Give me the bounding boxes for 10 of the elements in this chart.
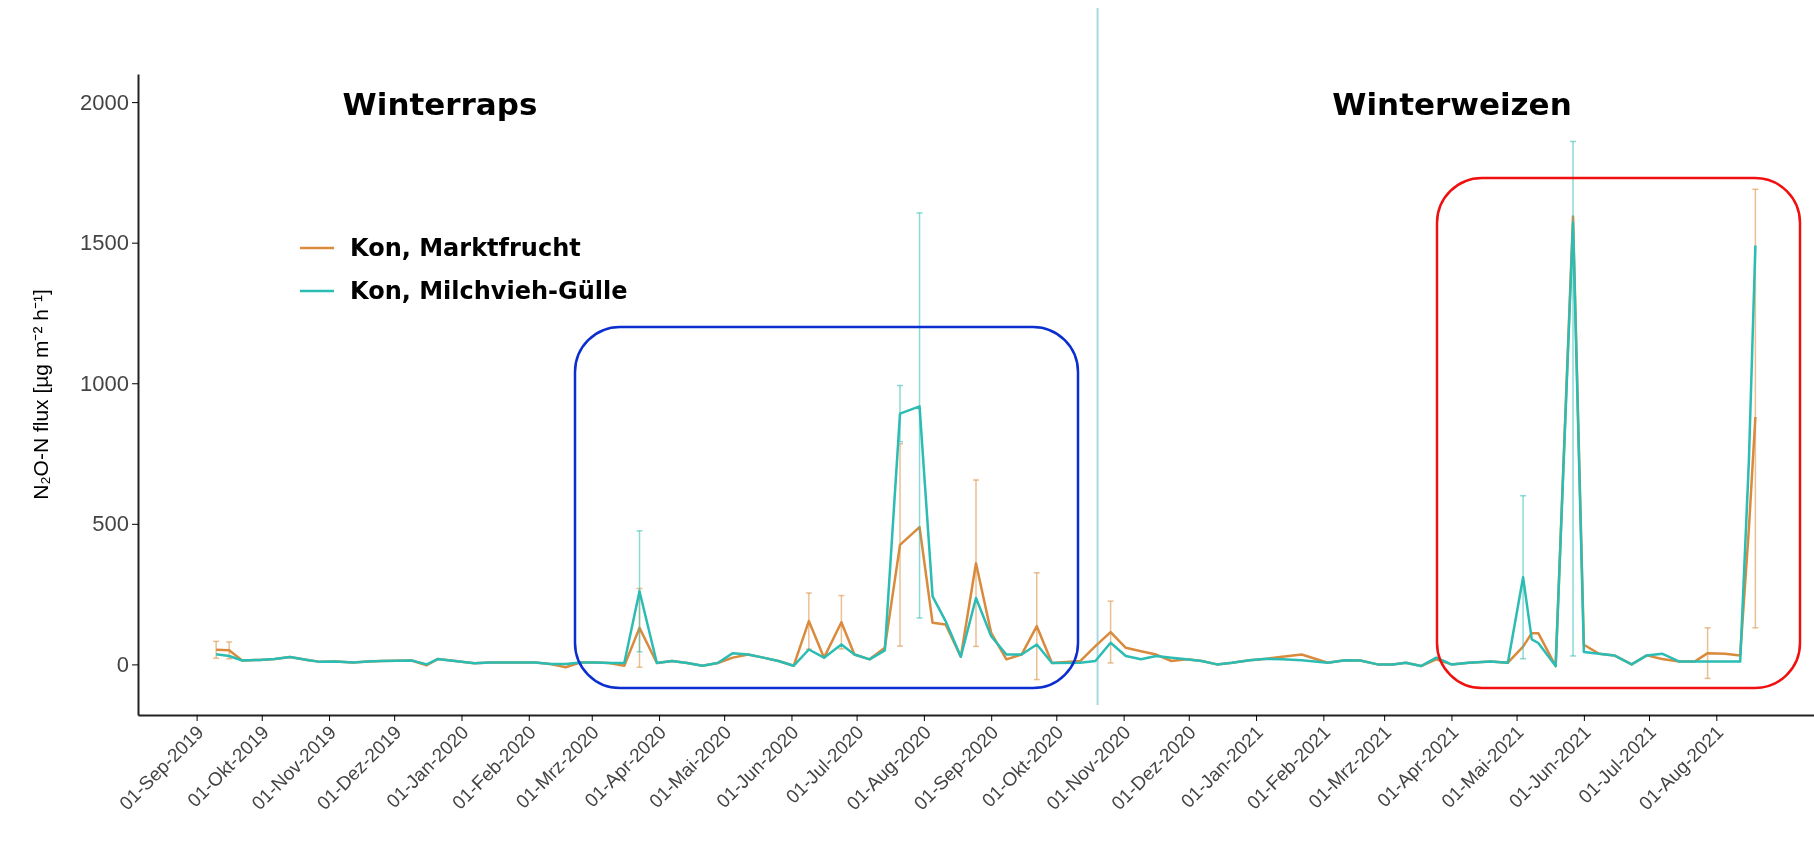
y-axis-title: N₂O-N flux [µg m⁻² h⁻¹] — [29, 289, 52, 500]
y-tick-label: 0 — [116, 651, 129, 677]
legend-label: Kon, Milchvieh-Gülle — [350, 277, 628, 306]
y-tick-label: 1000 — [80, 370, 129, 396]
y-tick-label: 1500 — [80, 230, 129, 256]
annotation: Winterraps — [342, 85, 538, 122]
legend-label: Kon, Marktfrucht — [350, 234, 581, 263]
y-tick-label: 500 — [92, 511, 129, 537]
annotation: Winterweizen — [1332, 85, 1572, 122]
y-tick-label: 2000 — [80, 89, 129, 115]
